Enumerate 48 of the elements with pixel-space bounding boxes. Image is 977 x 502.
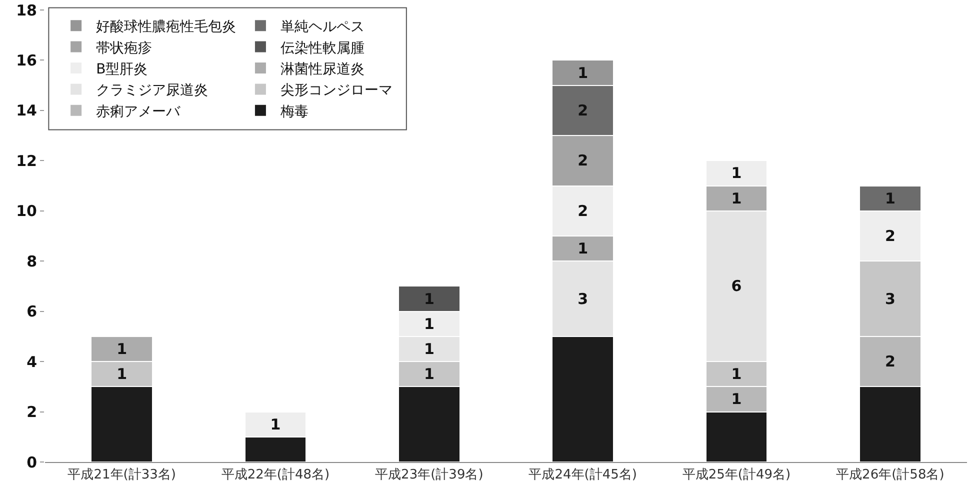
x-tick-label: 平成22年(計48名) (221, 468, 330, 483)
data-label: 1 (424, 340, 434, 358)
legend-label: 赤痢アメーバ (96, 104, 182, 120)
data-label: 1 (731, 189, 742, 208)
y-tick-label: 2 (26, 403, 37, 422)
legend-label: B型肝炎 (96, 61, 148, 78)
data-label: 1 (270, 415, 281, 434)
y-tick-label: 10 (16, 202, 37, 220)
x-tick-label: 平成25年(計49名) (682, 468, 791, 483)
data-label: 3 (578, 290, 588, 308)
legend-label: 好酸球性膿疱性毛包炎 (96, 19, 236, 36)
data-label: 1 (731, 365, 742, 384)
y-tick-label: 6 (26, 302, 37, 321)
legend-label: 帯状疱疹 (96, 40, 152, 56)
y-tick-label: 14 (16, 102, 37, 120)
data-label: 2 (884, 227, 896, 245)
legend-label: クラミジア尿道炎 (96, 82, 208, 99)
y-tick-label: 12 (16, 152, 37, 170)
data-label: 1 (884, 189, 896, 208)
data-label: 1 (116, 340, 128, 358)
data-label: 2 (578, 152, 588, 170)
x-tick-label: 平成21年(計33名) (68, 468, 176, 483)
data-label: 2 (884, 352, 896, 371)
data-label: 1 (424, 290, 434, 308)
legend-label: 伝染性軟属腫 (280, 40, 364, 56)
data-label: 1 (578, 240, 588, 258)
legend-label: 淋菌性尿道炎 (280, 61, 364, 78)
y-tick-label: 16 (16, 51, 37, 70)
legend-label: 単純ヘルペス (280, 19, 364, 36)
legend-label: 尖形コンジローマ (280, 82, 392, 99)
y-tick-label: 0 (26, 453, 37, 472)
data-label: 1 (731, 164, 742, 182)
data-label: 6 (731, 277, 742, 296)
data-label: 2 (578, 101, 588, 120)
data-label: 1 (424, 314, 434, 333)
data-label: 2 (578, 202, 588, 220)
y-tick-label: 18 (16, 1, 37, 20)
x-tick-label: 平成23年(計39名) (375, 468, 484, 483)
data-label: 1 (578, 64, 588, 82)
legend-label: 梅毒 (279, 104, 308, 120)
data-label: 1 (424, 365, 434, 384)
data-label: 1 (116, 365, 128, 384)
data-label: 1 (731, 390, 742, 408)
y-tick-label: 4 (26, 352, 37, 371)
x-tick-label: 平成26年(計58名) (836, 468, 944, 483)
data-label: 3 (884, 290, 896, 308)
y-tick-label: 8 (26, 252, 37, 270)
x-tick-label: 平成24年(計45名) (528, 468, 637, 483)
